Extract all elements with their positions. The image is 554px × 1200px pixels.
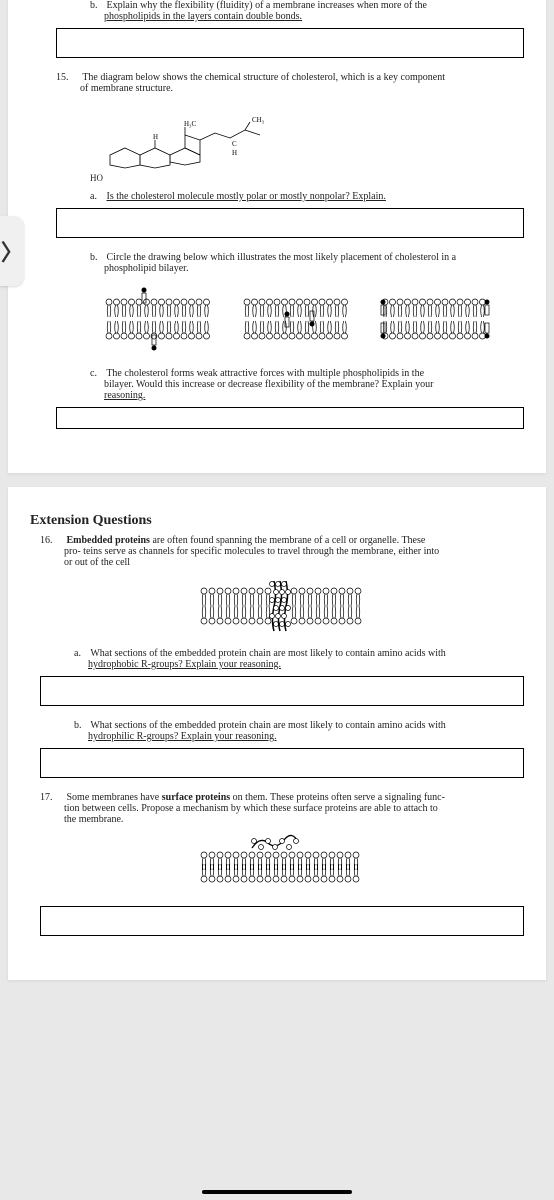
bilayer-option-2[interactable] [237,284,357,354]
surface-protein-diagram [192,833,362,888]
question-text-line2: phospholipids in the layers contain doub… [104,11,302,22]
question-15c: c. The cholesterol forms weak attractive… [90,368,524,401]
question-text: Circle the drawing below which illustrat… [107,252,457,263]
section-heading: Extension Questions [30,513,524,529]
sub-letter: b. [90,0,104,11]
question-text: Is the cholesterol molecule mostly polar… [107,191,386,202]
answer-box-14b[interactable] [56,28,524,58]
answer-box-16a[interactable] [40,676,524,706]
question-16b: b. What sections of the embedded protein… [74,720,524,742]
question-text: What sections of the embedded protein ch… [90,648,445,659]
question-16: 16. Embedded proteins are often found sp… [40,535,524,568]
question-14b: b. Explain why the flexibility (fluidity… [90,0,524,22]
sub-letter: a. [90,191,104,202]
answer-box-16b[interactable] [40,748,524,778]
label-h: H [153,133,158,141]
question-text-line2: phospholipid bilayer. [104,263,188,274]
label-ho: HO [90,173,524,183]
question-text-line3: the membrane. [64,814,123,825]
expand-chevron[interactable]: 〉 [0,216,24,286]
question-15b: b. Circle the drawing below which illust… [90,252,524,274]
sub-letter: c. [90,368,104,379]
question-number: 16. [40,535,64,546]
sub-letter: b. [74,720,88,731]
label-h3c: H₃C [184,120,196,128]
label-ch3: CH₃ [252,116,265,124]
bilayer-options [90,284,504,354]
question-15: 15. The diagram below shows the chemical… [56,72,524,94]
question-16a: a. What sections of the embedded protein… [74,648,524,670]
question-text: Some membranes have surface proteins on … [67,792,445,803]
sub-letter: a. [74,648,88,659]
question-text-line2: of membrane structure. [80,83,173,94]
answer-box-15a[interactable] [56,208,524,238]
question-text-line3: reasoning. [104,390,145,401]
label-h: H [232,149,237,157]
question-number: 15. [56,72,80,83]
embedded-protein-diagram [192,576,362,636]
question-text-line2: hydrophilic R-groups? Explain your reaso… [88,731,277,742]
question-text: The cholesterol forms weak attractive fo… [106,368,424,379]
question-text: Embedded proteins are often found spanni… [67,535,426,546]
sub-letter: b. [90,252,104,263]
answer-box-17[interactable] [40,906,524,936]
question-text: The diagram below shows the chemical str… [82,72,445,83]
label-c: C [232,140,237,148]
answer-box-15c[interactable] [56,407,524,429]
question-text-line3: or out of the cell [64,557,130,568]
question-15a: a. Is the cholesterol molecule mostly po… [90,191,524,202]
question-17: 17. Some membranes have surface proteins… [40,792,524,825]
cholesterol-structure-diagram: H₃C CH₃ C H H [90,100,524,173]
question-number: 17. [40,792,64,803]
question-text: What sections of the embedded protein ch… [90,720,445,731]
question-text-line2: pro- teins serve as channels for specifi… [64,546,439,557]
bilayer-option-3[interactable] [375,284,495,354]
worksheet-page-2: Extension Questions 16. Embedded protein… [8,487,546,980]
home-indicator[interactable] [202,1190,352,1194]
question-text: Explain why the flexibility (fluidity) o… [107,0,427,11]
question-text-line2: hydrophobic R-groups? Explain your reaso… [88,659,281,670]
question-text-line2: bilayer. Would this increase or decrease… [104,379,433,390]
chevron-right-icon: 〉 [1,235,23,267]
question-text-line2: tion between cells. Propose a mechanism … [64,803,438,814]
bilayer-option-1[interactable] [99,284,219,354]
worksheet-page-1: b. Explain why the flexibility (fluidity… [8,0,546,473]
